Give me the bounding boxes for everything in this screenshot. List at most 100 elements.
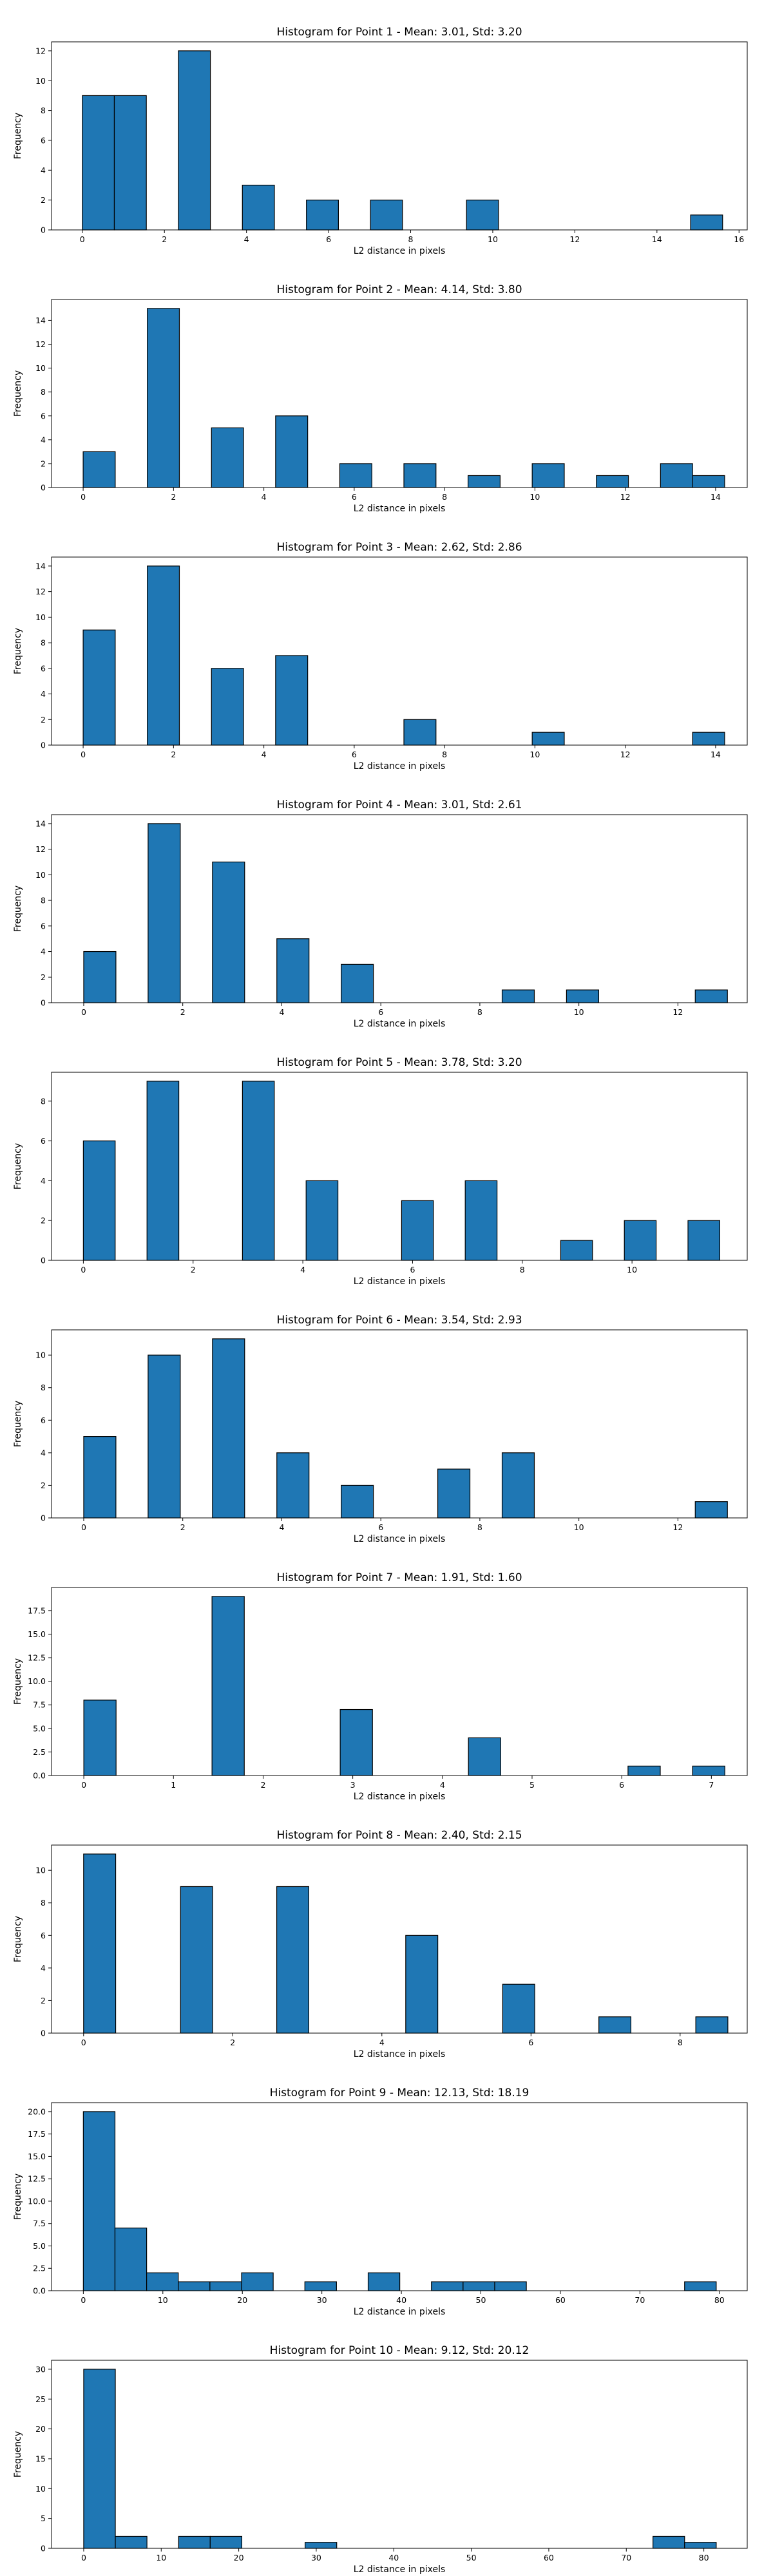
histogram-bar	[147, 308, 180, 488]
chart-title: Histogram for Point 5 - Mean: 3.78, Std:…	[276, 1056, 522, 1069]
histogram-bar	[598, 2016, 632, 2034]
x-axis-label: L2 distance in pixels	[354, 2307, 446, 2317]
y-tick-label: 30	[35, 2364, 46, 2374]
histogram-bars	[82, 1081, 721, 1261]
chart-title: Histogram for Point 1 - Mean: 3.01, Std:…	[276, 26, 522, 39]
chart-title: Histogram for Point 3 - Mean: 2.62, Std:…	[276, 541, 522, 554]
histogram-bar	[341, 963, 374, 1003]
chart-title: Histogram for Point 2 - Mean: 4.14, Std:…	[276, 283, 522, 296]
y-axis-label: Frequency	[13, 1401, 23, 1447]
histogram-bar	[305, 1180, 339, 1261]
x-tick-label: 6	[378, 1522, 383, 1532]
x-tick-label: 10	[574, 1007, 584, 1017]
histogram-bar	[660, 463, 693, 488]
y-tick-label: 2	[41, 1996, 46, 2005]
y-tick-label: 10	[35, 870, 46, 880]
plot-frame	[51, 299, 748, 488]
x-axis-ticks: 0 2 4 6 8 10 12	[81, 1003, 683, 1017]
histogram-chart-7: Histogram for Point 7 - Mean: 1.91, Std:…	[13, 1571, 748, 1802]
x-tick-label: 10	[627, 1265, 637, 1274]
x-tick-label: 50	[466, 2553, 477, 2562]
histogram-bar	[82, 2111, 116, 2291]
histogram-bar	[178, 2281, 211, 2291]
x-axis-ticks: 0 2 4 6 8 10 12	[81, 1518, 683, 1532]
x-axis-ticks: 0 1 2 3 4 5 6 7	[81, 1776, 714, 1790]
histogram-bar	[464, 1180, 498, 1261]
y-tick-label: 7.5	[33, 2219, 46, 2228]
y-tick-label: 12	[35, 46, 46, 55]
plot-frame	[51, 814, 748, 1003]
x-tick-label: 0	[80, 234, 85, 244]
y-tick-label: 2	[41, 195, 46, 205]
plot-frame	[51, 556, 748, 746]
histogram-chart-10: Histogram for Point 10 - Mean: 9.12, Std…	[13, 2344, 748, 2575]
x-axis-ticks: 0 2 4 6 8 10 12 14	[81, 745, 721, 759]
y-tick-label: 20.0	[28, 2107, 46, 2116]
histogram-bar	[241, 2272, 274, 2291]
histogram-bar	[115, 2535, 148, 2549]
y-tick-label: 25	[35, 2394, 46, 2404]
y-tick-label: 15	[35, 2454, 46, 2463]
y-tick-label: 2	[41, 715, 46, 724]
x-tick-label: 4	[262, 750, 267, 759]
y-tick-label: 7.5	[33, 1700, 46, 1710]
x-tick-label: 12	[569, 234, 580, 244]
histogram-chart-5: Histogram for Point 5 - Mean: 3.78, Std:…	[13, 1056, 748, 1287]
histogram-bars	[82, 2111, 717, 2291]
histogram-bars	[83, 1596, 725, 1776]
y-tick-label: 2	[41, 972, 46, 982]
histogram-bar	[501, 1452, 535, 1519]
histogram-bar	[653, 2535, 685, 2549]
histogram-bar	[690, 214, 723, 231]
y-tick-label: 8	[41, 1096, 46, 1106]
histogram-bar	[242, 184, 275, 231]
histogram-bar	[370, 200, 403, 231]
y-tick-label: 8	[41, 106, 46, 115]
x-tick-label: 2	[171, 492, 176, 502]
y-tick-label: 2	[41, 1481, 46, 1490]
x-tick-label: 40	[388, 2553, 399, 2562]
histogram-bar	[401, 1200, 434, 1261]
histogram-bar	[367, 2272, 401, 2291]
histogram-chart-4: Histogram for Point 4 - Mean: 3.01, Std:…	[13, 799, 748, 1029]
histogram-bar	[212, 1338, 245, 1519]
y-tick-label: 4	[41, 1448, 46, 1457]
histogram-bar	[341, 1484, 374, 1519]
y-tick-label: 0	[41, 2544, 46, 2553]
histogram-bar	[82, 629, 116, 746]
histogram-bar	[463, 2281, 495, 2291]
histogram-bar	[209, 2281, 242, 2291]
histogram-chart-8: Histogram for Point 8 - Mean: 2.40, Std:…	[13, 1829, 748, 2060]
histogram-bar	[178, 2535, 211, 2549]
histogram-bars	[82, 308, 725, 488]
y-tick-label: 0	[41, 1513, 46, 1523]
plot-frame	[51, 2360, 748, 2549]
y-tick-label: 6	[41, 1931, 46, 1940]
x-tick-label: 10	[158, 2295, 168, 2305]
y-axis-label: Frequency	[13, 628, 23, 674]
histogram-bars	[83, 823, 728, 1003]
histogram-bars	[82, 565, 725, 746]
x-axis-ticks: 0 10 20 30 40 50 60 70 80	[81, 2548, 709, 2562]
y-tick-label: 17.5	[28, 2129, 46, 2139]
histogram-bar	[403, 719, 437, 746]
x-axis-label: L2 distance in pixels	[354, 1276, 446, 1287]
histogram-bar	[692, 1765, 725, 1776]
y-axis-ticks: 0 2 4 6 8 10 12 14	[35, 819, 52, 1008]
y-axis-ticks: 0.0 2.5 5.0 7.5 10.0 12.5 15.0 17.5 20.0	[28, 2107, 52, 2296]
x-tick-label: 2	[230, 2038, 235, 2047]
y-tick-label: 6	[41, 1136, 46, 1146]
histogram-bar	[596, 475, 629, 488]
histogram-bar	[82, 95, 115, 231]
x-tick-label: 16	[734, 234, 744, 244]
y-axis-label: Frequency	[13, 1143, 23, 1189]
x-axis-label: L2 distance in pixels	[354, 1019, 446, 1029]
histogram-bar	[468, 1737, 501, 1776]
histogram-bar	[211, 668, 244, 746]
x-axis-ticks: 0 2 4 6 8	[81, 2033, 683, 2047]
y-tick-label: 4	[41, 947, 46, 956]
y-tick-label: 15.0	[28, 2152, 46, 2161]
y-tick-label: 6	[41, 663, 46, 673]
y-tick-label: 8	[41, 1898, 46, 1908]
